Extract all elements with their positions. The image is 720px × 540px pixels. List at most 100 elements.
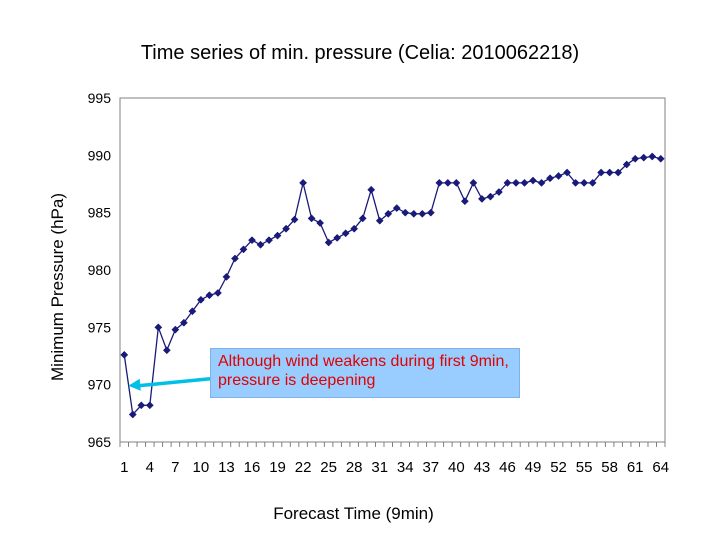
data-point-marker [316, 219, 325, 227]
data-point-marker [494, 188, 503, 196]
data-point-marker [409, 209, 418, 218]
x-tick-label: 7 [171, 459, 179, 476]
data-point-marker [162, 346, 171, 355]
series-line [123, 155, 661, 416]
data-point-marker [256, 240, 265, 249]
data-point-marker [120, 350, 129, 359]
y-tick-label: 985 [88, 205, 112, 221]
x-tick-label: 28 [346, 459, 363, 476]
y-tick-label: 980 [88, 262, 112, 278]
data-point-marker [154, 323, 163, 332]
data-point-marker [631, 154, 640, 163]
data-point-marker [512, 178, 520, 187]
data-point-marker [392, 204, 401, 213]
x-tick-label: 43 [474, 459, 491, 476]
data-point-marker [196, 295, 205, 304]
data-point-marker [588, 178, 597, 187]
data-point-marker [341, 229, 350, 238]
data-point-marker [426, 208, 435, 217]
data-point-marker [597, 168, 606, 177]
data-point-marker [639, 153, 648, 162]
y-tick-label: 975 [88, 319, 112, 335]
y-axis: 965 970 975 980 985 990 995 [88, 90, 112, 450]
data-point-marker [350, 224, 359, 233]
data-point-marker [231, 254, 239, 263]
x-tick-label: 13 [218, 459, 235, 476]
data-point-marker [273, 231, 282, 240]
x-tick-label: 46 [499, 459, 516, 476]
x-tick-label: 16 [244, 459, 261, 476]
data-point-marker [213, 288, 222, 297]
data-point-marker [145, 401, 154, 410]
data-point-marker [222, 272, 231, 281]
x-tick-label: 64 [652, 459, 669, 476]
x-tick-label: 49 [525, 459, 542, 476]
x-tick-label: 4 [146, 459, 154, 476]
annotation-arrow-head [128, 378, 141, 391]
x-tick-label: 52 [550, 459, 567, 476]
data-point-marker [290, 215, 299, 224]
x-tick-label: 1 [120, 459, 128, 476]
data-point-marker [614, 168, 623, 177]
data-point-marker [563, 168, 572, 177]
data-point-marker [367, 185, 376, 194]
data-point-marker [299, 178, 308, 187]
y-tick-label: 995 [88, 90, 112, 106]
x-tick-label: 37 [422, 459, 439, 476]
data-point-marker [384, 209, 393, 218]
x-tick-label: 19 [269, 459, 286, 476]
data-point-marker [248, 236, 256, 245]
y-tick-label: 970 [88, 377, 112, 393]
x-axis: 1 4 7 10 13 16 19 22 25 28 31 34 37 40 43 46 49 52 55 58 61 6… [119, 442, 669, 476]
x-tick-label: 55 [576, 459, 593, 476]
data-point-marker [333, 233, 342, 242]
data-point-marker [605, 168, 614, 177]
data-point-marker [477, 194, 486, 203]
data-point-marker [460, 197, 469, 206]
x-tick-label: 22 [295, 459, 312, 476]
annotation-box: Although wind weakens during first 9min,… [210, 348, 520, 398]
x-tick-label: 61 [627, 459, 644, 476]
data-point-marker [443, 178, 452, 187]
x-tick-label: 40 [448, 459, 465, 476]
data-point-marker [554, 172, 563, 180]
data-point-marker [503, 178, 512, 187]
data-point-marker [648, 152, 657, 161]
data-point-marker [188, 307, 197, 316]
data-point-marker [656, 154, 665, 163]
x-axis-label: Forecast Time (9min) [273, 504, 434, 523]
data-point-marker [546, 174, 554, 183]
data-point-marker [571, 178, 580, 187]
data-point-marker [171, 325, 180, 334]
x-tick-label: 58 [601, 459, 618, 476]
data-point-marker [435, 178, 444, 187]
x-tick-label: 34 [397, 459, 414, 476]
y-tick-label: 990 [88, 147, 112, 163]
data-point-marker [537, 178, 546, 187]
data-point-marker [265, 236, 273, 245]
data-point-marker [205, 291, 214, 300]
x-tick-label: 31 [371, 459, 388, 476]
annotation-arrow-group [128, 377, 211, 391]
data-point-marker [375, 216, 384, 225]
annotation-arrow-shaft [138, 377, 211, 388]
annotation-text: Although wind weakens during first 9min,… [218, 353, 509, 389]
x-tick-label: 10 [193, 459, 210, 476]
data-point-marker [622, 160, 631, 169]
chart-title: Time series of min. pressure (Celia: 201… [140, 42, 580, 64]
data-point-marker [137, 401, 146, 410]
series-group [120, 152, 665, 419]
data-point-marker [307, 214, 316, 223]
data-point-marker [179, 318, 188, 327]
x-tick-label: 25 [320, 459, 337, 476]
data-point-marker [324, 238, 333, 247]
data-point-marker [580, 178, 589, 187]
data-point-marker [282, 224, 291, 233]
y-tick-label: 965 [88, 434, 112, 450]
data-point-marker [418, 209, 427, 218]
data-point-marker [469, 178, 478, 187]
data-point-marker [529, 176, 537, 185]
data-point-marker [128, 410, 137, 419]
data-point-marker [486, 192, 495, 201]
